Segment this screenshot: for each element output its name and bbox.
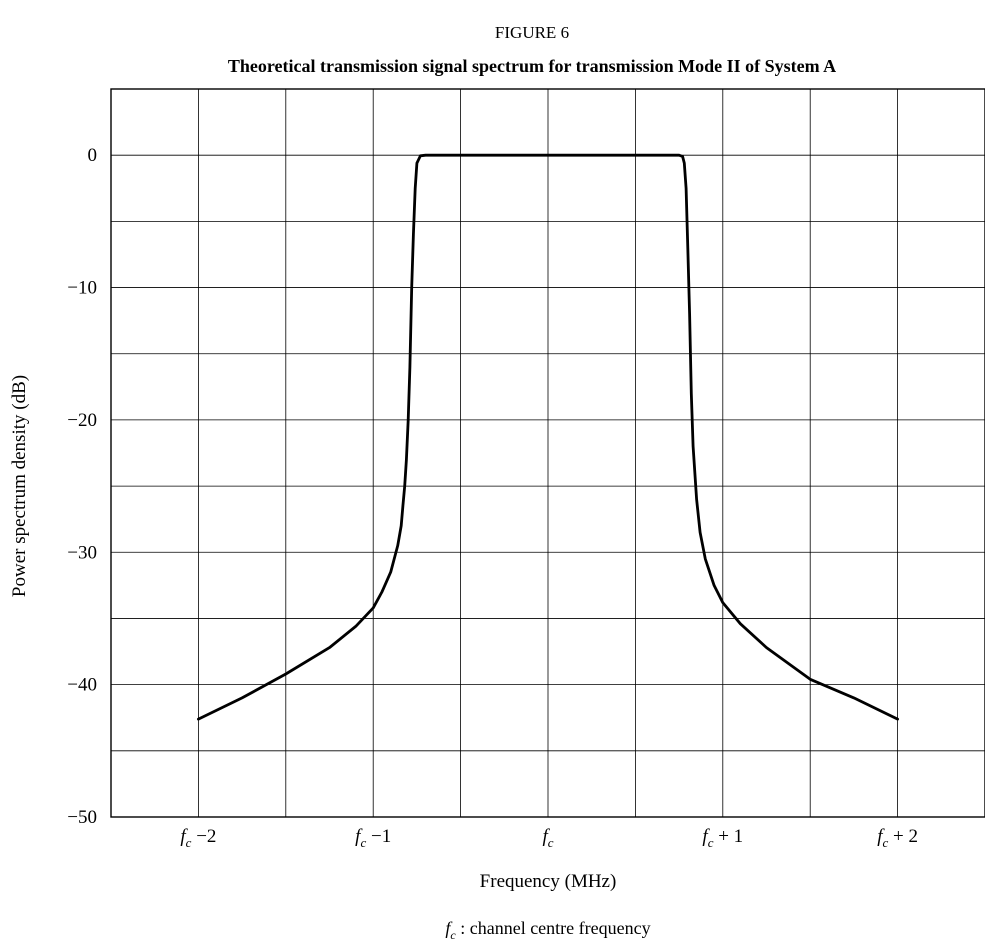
x-tick-labels: fc −2 fc −1 fc fc + 1 fc + 2 <box>180 826 918 850</box>
grid <box>111 89 985 817</box>
x-tick-subscript: c <box>548 835 554 850</box>
x-tick-subscript: c <box>360 835 366 850</box>
x-tick-subscript: c <box>186 835 192 850</box>
x-tick-offset: + 1 <box>713 826 743 847</box>
y-axis-label: Power spectrum density (dB) <box>9 375 30 597</box>
chart-title: Theoretical transmission signal spectrum… <box>228 56 836 76</box>
footnote-subscript: c <box>450 928 456 942</box>
plot-frame <box>110 88 985 818</box>
x-tick-offset: + 2 <box>888 826 918 847</box>
y-tick-label: −50 <box>67 807 97 828</box>
series-layer <box>197 153 899 721</box>
x-axis-label: Frequency (MHz) <box>480 871 617 892</box>
x-tick-label: fc + 1 <box>702 826 743 850</box>
x-tick-offset: −2 <box>191 826 216 847</box>
footnote-text: : channel centre frequency <box>456 918 651 938</box>
x-tick-symbol: f <box>542 826 550 847</box>
x-tick-symbol: f <box>877 826 885 847</box>
x-tick-offset: −1 <box>366 826 391 847</box>
x-tick-label: fc −2 <box>180 826 216 850</box>
x-tick-symbol: f <box>180 826 188 847</box>
y-tick-label: −30 <box>67 542 97 563</box>
plot-area: 0−10−20−30−40−50 fc −2 fc −1 fc fc + 1 fc + … <box>67 88 985 850</box>
x-tick-symbol: f <box>355 826 363 847</box>
y-tick-label: −40 <box>67 675 97 696</box>
figure-label: FIGURE 6 <box>495 23 569 42</box>
x-tick-subscript: c <box>882 835 888 850</box>
y-tick-label: −20 <box>67 410 97 431</box>
footnote: fc : channel centre frequency <box>445 918 650 942</box>
x-tick-label: fc + 2 <box>877 826 918 850</box>
series-line <box>197 153 899 721</box>
y-tick-labels: 0 −10 −20 −30 −40 −50 <box>67 145 97 828</box>
footnote-symbol: f <box>445 918 453 938</box>
x-tick-symbol: f <box>702 826 710 847</box>
x-tick-label: fc −1 <box>355 826 391 850</box>
x-tick-subscript: c <box>708 835 714 850</box>
y-tick-label: −10 <box>67 278 97 299</box>
x-tick-label: fc <box>542 826 553 850</box>
y-tick-label: 0 <box>88 145 98 166</box>
